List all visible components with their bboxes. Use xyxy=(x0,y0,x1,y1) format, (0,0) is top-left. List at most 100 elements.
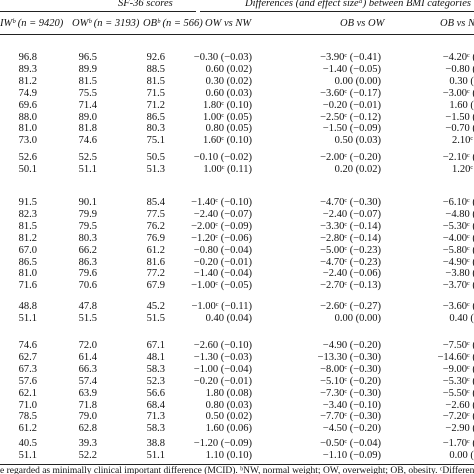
group-header: SF-36 scores xyxy=(118,0,173,9)
cell: 81.0 xyxy=(18,123,37,135)
cell: 2.10ᶜ (0. xyxy=(451,135,474,147)
cell: 0.50 (0.02) xyxy=(205,411,252,423)
cell: −4.90 (−0.20) xyxy=(322,340,381,351)
cell: 77.5 xyxy=(146,208,165,220)
cell: 89.0 xyxy=(78,111,97,123)
cell: 81.5 xyxy=(146,75,165,87)
cell: 82.3 xyxy=(18,208,37,220)
cell: −0.70 (−0 xyxy=(445,123,474,135)
cell: −0.80 (−0.04) xyxy=(193,244,252,256)
cell: 58.3 xyxy=(146,363,165,375)
cell: −7.70ᶜ (−0.30) xyxy=(320,411,381,423)
cell: 69.6 xyxy=(18,99,37,111)
rule xyxy=(0,34,474,35)
cell: 71.5 xyxy=(146,87,165,99)
column-header: OWᵇ (n = 3193) xyxy=(72,18,140,29)
cell: −1.20ᶜ (−0.06) xyxy=(191,232,252,244)
cell: −2.00ᶜ (−0.20) xyxy=(320,152,381,163)
column-header: OBᵇ (n = 566) xyxy=(143,18,203,29)
cell: −3.40 (−0.10) xyxy=(322,399,381,411)
cell: 48.8 xyxy=(18,301,37,312)
cell: 86.5 xyxy=(146,111,165,123)
cell: 90.1 xyxy=(78,197,97,208)
cell: −1.00 (−0.04) xyxy=(193,363,252,375)
cell: 67.9 xyxy=(146,280,165,292)
cell: 81.2 xyxy=(18,75,37,87)
cell: −0.20 (−0.01) xyxy=(193,375,252,387)
cell: 0.50 (0.03) xyxy=(334,135,381,147)
column-header: OB vs NW xyxy=(440,18,474,29)
cell: 74.6 xyxy=(78,135,97,147)
cell: −5.00ᶜ (−0.23) xyxy=(320,244,381,256)
cell: 73.0 xyxy=(18,135,37,147)
cell: 0.40 (0.0 xyxy=(449,312,474,324)
cell: 1.60ᶜ (0.10) xyxy=(202,135,252,147)
cell: 67.3 xyxy=(18,363,37,375)
cell: 1.00ᶜ (0.05) xyxy=(202,111,252,123)
cell: 88.0 xyxy=(18,111,37,123)
cell: −3.70ᶜ (−0 xyxy=(442,280,474,292)
cell: −7.20ᶜ (−0 xyxy=(442,411,474,423)
cell: 0.00 (0.00) xyxy=(334,312,381,324)
cell: 71.6 xyxy=(18,280,37,292)
cell: 1.60 (0.06) xyxy=(205,423,252,435)
cell: 75.1 xyxy=(146,135,165,147)
footnote: e regarded as minimally clinical importa… xyxy=(0,466,474,474)
cell: 1.00ᶜ (0.11) xyxy=(203,163,252,175)
cell: 75.5 xyxy=(78,87,97,99)
group-header: Differences (and effect sizeᵃ) between B… xyxy=(245,0,471,9)
cell: −3.90ᶜ (−0.41) xyxy=(320,52,381,63)
cell: 76.2 xyxy=(146,220,165,232)
cell: −1.40 (−0.04) xyxy=(193,268,252,280)
cell: −2.60ᶜ (−0.27) xyxy=(320,301,381,312)
cell: 1.60 (0.0 xyxy=(449,99,474,111)
cell: −2.70ᶜ (−0.13) xyxy=(320,280,381,292)
cell: 52.3 xyxy=(146,375,165,387)
cell: −5.30ᶜ (−0 xyxy=(442,220,474,232)
cell: −8.00ᶜ (−0.30) xyxy=(320,363,381,375)
cell: 61.4 xyxy=(78,351,97,363)
cell: 58.3 xyxy=(146,423,165,435)
cell: 39.3 xyxy=(78,438,97,449)
cell: −2.40 (−0.06) xyxy=(322,268,381,280)
cell: 62.8 xyxy=(78,423,97,435)
cell: 72.0 xyxy=(78,340,97,351)
cell: 0.40 (0.04) xyxy=(205,312,252,324)
cell: −7.30ᶜ (−0.30) xyxy=(320,387,381,399)
cell: 74.9 xyxy=(18,87,37,99)
cell: 92.6 xyxy=(146,52,165,63)
cell: 0.80 (0.03) xyxy=(205,399,252,411)
cell: 91.5 xyxy=(18,197,37,208)
cell: 56.6 xyxy=(146,387,165,399)
cell: −3.30ᶜ (−0.14) xyxy=(320,220,381,232)
column-header: IWᵇ (n = 9420) xyxy=(0,18,64,29)
cell: 89.3 xyxy=(18,63,37,75)
cell: 71.8 xyxy=(78,399,97,411)
cell: −3.60ᶜ (−0.17) xyxy=(320,87,381,99)
cell: −5.50ᶜ (−0 xyxy=(442,387,474,399)
cell: 89.9 xyxy=(78,63,97,75)
cell: 68.4 xyxy=(146,399,165,411)
cell: 67.1 xyxy=(146,340,165,351)
cell: 96.5 xyxy=(78,52,97,63)
cell: 52.6 xyxy=(18,152,37,163)
rule xyxy=(0,11,196,12)
cell: 1.10 (0.10) xyxy=(205,449,252,461)
cell: −1.40 (−0.05) xyxy=(322,63,381,75)
cell: −4.80 (−0 xyxy=(445,208,474,220)
cell: −1.20 (−0.09) xyxy=(193,438,252,449)
cell: 1.80 (0.08) xyxy=(205,387,252,399)
cell: −2.00ᶜ (−0.09) xyxy=(191,220,252,232)
cell: 40.5 xyxy=(18,438,37,449)
cell: 79.6 xyxy=(78,268,97,280)
cell: 81.6 xyxy=(146,256,165,268)
cell: 80.3 xyxy=(78,232,97,244)
cell: 81.5 xyxy=(18,220,37,232)
cell: 76.9 xyxy=(146,232,165,244)
cell: −3.80 (−0 xyxy=(445,268,474,280)
cell: 66.3 xyxy=(78,363,97,375)
cell: 71.4 xyxy=(78,99,97,111)
cell: 38.8 xyxy=(146,438,165,449)
rule xyxy=(0,464,474,465)
